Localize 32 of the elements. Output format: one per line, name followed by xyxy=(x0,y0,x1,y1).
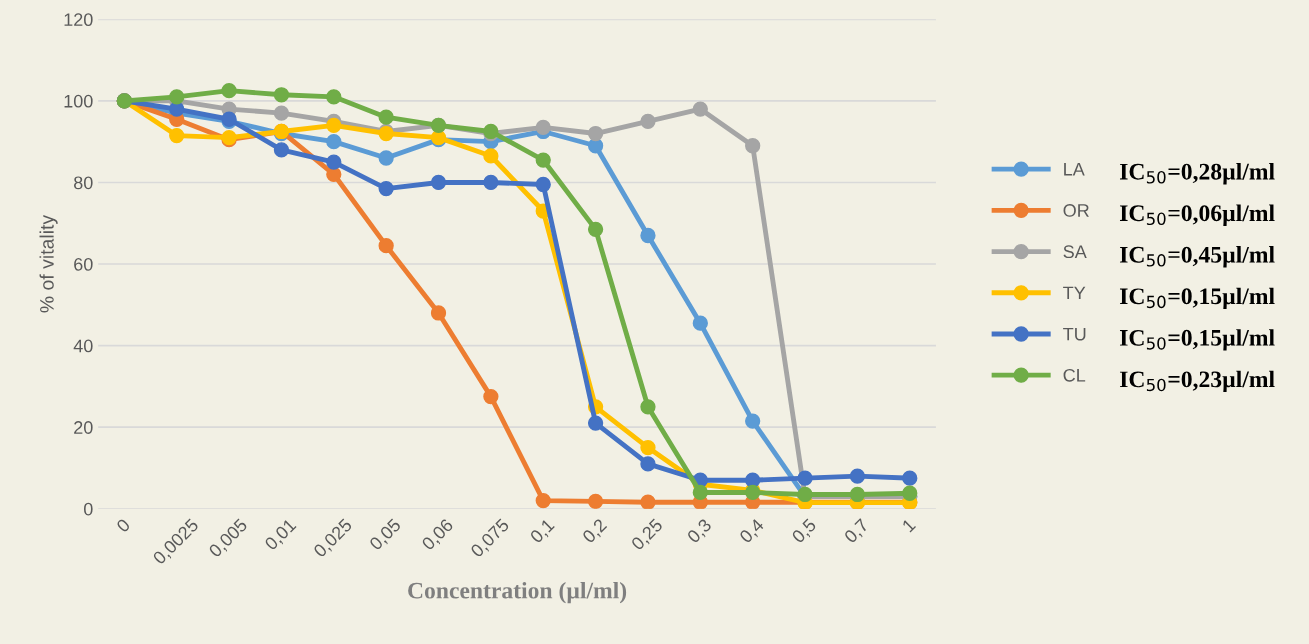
y-tick-label: 80 xyxy=(74,176,93,190)
x-tick-label: 0,2 xyxy=(581,518,609,546)
text: IC$_{50}$=0,15µl/ml xyxy=(1119,287,1275,310)
legend-label: SA xyxy=(1063,245,1087,259)
legend-label: CL xyxy=(1063,368,1086,382)
text: IC$_{50}$=0,15µl/ml xyxy=(1119,329,1275,351)
legend-label: LA xyxy=(1064,163,1085,176)
legend-label: OR xyxy=(1063,204,1089,217)
legend-label: TU xyxy=(1063,327,1086,341)
x-tick-label: 0,01 xyxy=(263,518,299,553)
y-tick-label: 60 xyxy=(74,257,93,271)
y-tick-label: 20 xyxy=(74,421,93,434)
x-tick-label: 0,5 xyxy=(791,517,819,546)
y-axis-title: % of vitality xyxy=(39,214,58,313)
x-tick-label: 0,1 xyxy=(529,518,557,546)
y-tick-label: 0 xyxy=(83,502,93,516)
x-tick-label: 0 xyxy=(115,517,131,534)
y-tick-label: 40 xyxy=(73,339,93,353)
x-tick-label: 0,3 xyxy=(686,517,714,546)
x-tick-label: 0,05 xyxy=(368,517,403,553)
x-axis-title: Concentration (µl/ml) xyxy=(408,581,627,604)
x-tick-label: 1 xyxy=(901,518,916,533)
legend-label: TY xyxy=(1063,286,1086,300)
x-tick-label: 0,06 xyxy=(420,517,456,553)
y-tick-label: 100 xyxy=(64,94,93,108)
text: IC$_{50}$=0,06µl/ml xyxy=(1119,204,1275,226)
text: IC$_{50}$=0,28µl/ml xyxy=(1119,163,1275,185)
text: IC$_{50}$=0,23µl/ml xyxy=(1119,370,1275,393)
y-tick-label: 120 xyxy=(64,13,93,27)
x-tick-label: 0,4 xyxy=(738,517,767,546)
text: IC$_{50}$=0,45µl/ml xyxy=(1119,246,1275,268)
x-tick-label: 0,7 xyxy=(843,518,871,546)
